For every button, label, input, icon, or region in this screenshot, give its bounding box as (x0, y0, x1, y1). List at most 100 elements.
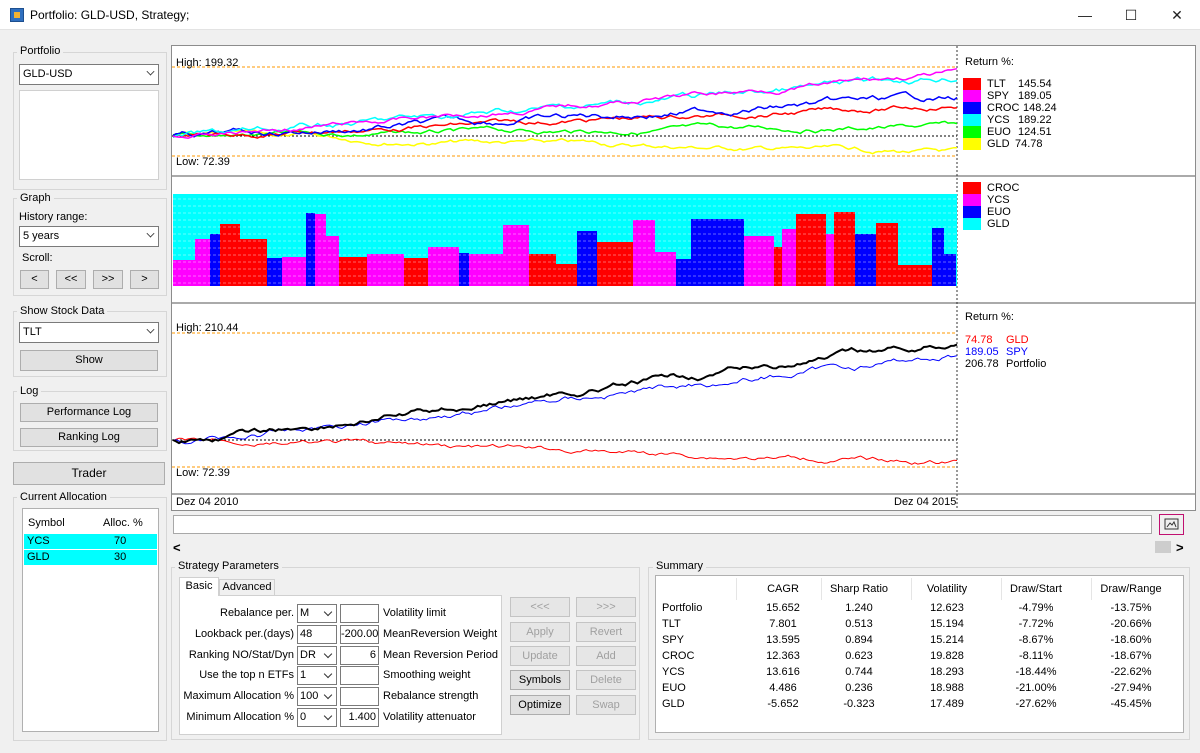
scroll-far-right-button[interactable]: >> (93, 270, 123, 289)
summary-cell: -22.62% (1110, 666, 1152, 678)
table-row[interactable]: GLD 30 (24, 550, 157, 565)
allocation-bar (826, 234, 834, 286)
param-label: Use the top n ETFs (199, 669, 294, 681)
tab-basic[interactable]: Basic (179, 577, 219, 596)
maximize-button[interactable]: ☐ (1124, 7, 1138, 23)
series-line-portfolio (172, 343, 958, 445)
tab-advanced[interactable]: Advanced (219, 579, 275, 596)
allocation-bar (469, 254, 503, 286)
portfolio-group-title: Portfolio (17, 45, 64, 57)
scroll-left-arrow[interactable]: < (173, 540, 181, 555)
allocation-bar (932, 228, 944, 286)
param-label: Maximum Allocation % (183, 690, 294, 702)
history-range-select[interactable]: 5 years (19, 226, 159, 247)
close-button[interactable]: ✕ (1171, 7, 1183, 23)
bottom-low-label: Low: 72.39 (176, 467, 230, 479)
summary-cell: 15.652 (766, 602, 800, 614)
param-label: Lookback per.(days) (194, 628, 294, 640)
minimize-button[interactable]: — (1078, 7, 1092, 23)
param-label: Rebalance per. (220, 607, 294, 619)
param-right-label: Rebalance strength (383, 690, 479, 702)
allocation-value: 70 (114, 535, 127, 547)
stock-select[interactable]: TLT (19, 322, 159, 343)
param-value: DR (300, 649, 316, 661)
prev-button[interactable]: <<< (510, 597, 570, 617)
show-button[interactable]: Show (20, 350, 158, 371)
status-field[interactable] (173, 515, 1152, 534)
summary-group-title: Summary (653, 560, 707, 572)
summary-row-label: EUO (662, 682, 686, 694)
param-right-input[interactable] (340, 666, 379, 685)
scroll-right-arrow[interactable]: > (1176, 540, 1184, 555)
trader-button[interactable]: Trader (13, 462, 165, 485)
allocation-bar (676, 259, 691, 286)
param-value: 0 (300, 711, 307, 723)
optimize-button[interactable]: Optimize (510, 695, 570, 715)
next-button[interactable]: >>> (576, 597, 636, 617)
scroll-left-button[interactable]: < (20, 270, 49, 289)
param-right-input[interactable] (340, 687, 379, 706)
update-button[interactable]: Update (510, 646, 570, 666)
revert-button[interactable]: Revert (576, 622, 636, 642)
allocation-col-alloc: Alloc. % (103, 517, 143, 529)
swap-button[interactable]: Swap (576, 695, 636, 715)
summary-cell: 13.616 (766, 666, 800, 678)
param-select[interactable]: M (297, 604, 337, 623)
summary-cell: 1.240 (845, 602, 873, 614)
snapshot-button[interactable] (1159, 514, 1184, 535)
summary-cell: 0.744 (845, 666, 873, 678)
return-lines (172, 67, 958, 155)
summary-col-header: Sharp Ratio (829, 583, 889, 595)
delete-button[interactable]: Delete (576, 670, 636, 690)
param-right-input[interactable]: 6 (340, 646, 379, 665)
summary-col-header: Draw/Range (1100, 583, 1162, 595)
allocation-symbol: GLD (27, 551, 50, 563)
param-select[interactable]: 0 (297, 708, 337, 727)
allocation-table[interactable]: Symbol Alloc. % YCS 70 GLD 30 (22, 508, 159, 732)
portfolio-select-value: GLD-USD (23, 68, 73, 80)
allocation-bars (173, 212, 956, 286)
bottom-legend-title: Return %: (965, 311, 1014, 323)
series-line-ycs (172, 76, 958, 138)
summary-cell: -0.323 (843, 698, 875, 710)
allocation-bar (315, 214, 326, 286)
apply-button[interactable]: Apply (510, 622, 570, 642)
allocation-value: 30 (114, 551, 127, 563)
param-select[interactable]: 1 (297, 666, 337, 685)
scroll-far-left-button[interactable]: << (56, 270, 86, 289)
param-select[interactable]: DR (297, 646, 337, 665)
summary-cell: 12.623 (930, 602, 964, 614)
chart-canvas (172, 46, 1195, 510)
param-right-input[interactable] (340, 604, 379, 623)
series-line-gld (172, 129, 957, 155)
add-button[interactable]: Add (576, 646, 636, 666)
column-divider (821, 578, 822, 600)
table-row[interactable]: YCS 70 (24, 534, 157, 549)
summary-table[interactable]: CAGR Sharp Ratio Volatility Draw/Start Draw/… (655, 575, 1184, 733)
param-value: 1 (300, 669, 307, 681)
param-value: 48 (300, 628, 313, 640)
allocation-bar (577, 231, 597, 286)
param-input[interactable]: 48 (297, 625, 337, 644)
summary-cell: -20.66% (1110, 618, 1152, 630)
chart-panel[interactable]: High: 199.32 Low: 72.39 High: 210.44 Low… (171, 45, 1196, 511)
portfolio-select[interactable]: GLD-USD (19, 64, 159, 85)
scrollbar-thumb[interactable] (1155, 541, 1171, 553)
series-line-gld (172, 437, 958, 465)
allocation-bar (267, 258, 282, 286)
summary-row-label: YCS (662, 666, 685, 678)
series-line-tlt (172, 105, 958, 139)
param-right-input[interactable]: -200.00 (340, 625, 379, 644)
portfolio-list[interactable] (19, 90, 159, 180)
param-right-input[interactable]: 1.400 (340, 708, 379, 727)
symbols-button[interactable]: Symbols (510, 670, 570, 690)
ranking-log-button[interactable]: Ranking Log (20, 428, 158, 447)
column-divider (1091, 578, 1092, 600)
param-value: 100 (300, 690, 319, 702)
summary-cell: 0.236 (845, 682, 873, 694)
param-select[interactable]: 100 (297, 687, 337, 706)
allocation-bar (944, 254, 956, 286)
summary-cell: -18.60% (1110, 634, 1152, 646)
performance-log-button[interactable]: Performance Log (20, 403, 158, 422)
scroll-right-button[interactable]: > (130, 270, 159, 289)
